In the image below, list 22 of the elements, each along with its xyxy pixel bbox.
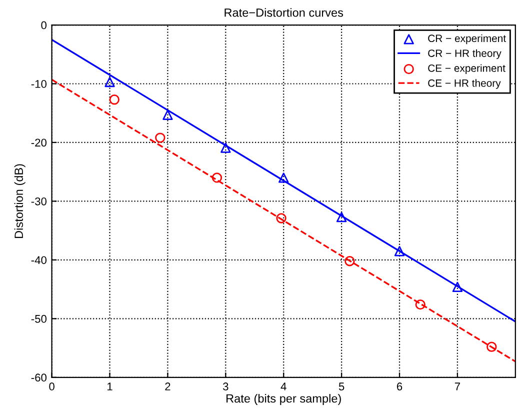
y-axis-title: Distortion (dB) bbox=[14, 164, 26, 238]
y-tick-label: -30 bbox=[31, 197, 47, 206]
y-tick-label: -20 bbox=[31, 138, 47, 147]
legend-label: CR − HR theory bbox=[428, 49, 502, 60]
y-tick-label: -40 bbox=[31, 256, 47, 264]
y-tick-label: 0 bbox=[41, 21, 47, 30]
y-tick-label: -60 bbox=[31, 374, 47, 382]
x-tick-label: 6 bbox=[396, 382, 402, 390]
x-tick-label: 2 bbox=[165, 382, 170, 390]
chart-title: Rate−Distortion curves bbox=[224, 8, 344, 17]
x-tick-label: 5 bbox=[338, 382, 344, 390]
legend-label: CE − HR theory bbox=[428, 79, 501, 89]
x-tick-label: 1 bbox=[108, 382, 112, 390]
legend-label: CE − experiment bbox=[428, 64, 506, 74]
x-tick-label: 3 bbox=[222, 382, 228, 390]
x-tick-label: 7 bbox=[454, 382, 460, 390]
x-tick-label: 0 bbox=[49, 382, 54, 390]
y-tick-label: -50 bbox=[31, 314, 47, 323]
x-axis-title: Rate (bits per sample) bbox=[226, 394, 341, 405]
x-tick-label: 4 bbox=[280, 382, 286, 390]
y-tick-label: -10 bbox=[31, 80, 47, 88]
legend-label: CR − experiment bbox=[428, 34, 506, 44]
